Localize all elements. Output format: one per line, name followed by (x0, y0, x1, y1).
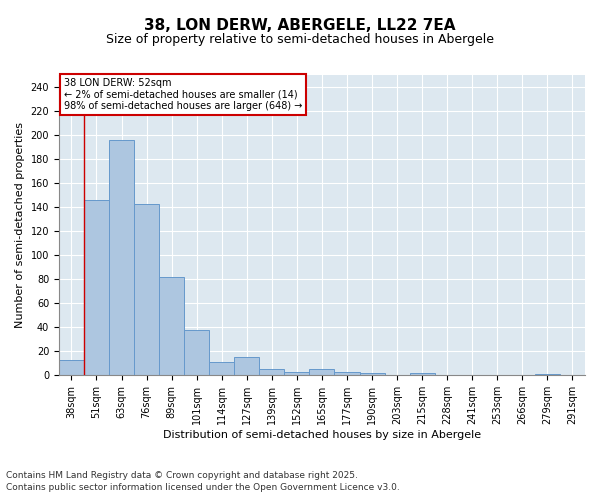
Bar (209, 362, 234, 376)
Y-axis label: Number of semi-detached properties: Number of semi-detached properties (15, 122, 25, 328)
Bar (184, 330, 209, 376)
Bar (310, 370, 334, 376)
Bar (59, 360, 84, 376)
Bar (134, 204, 159, 376)
Bar (159, 277, 184, 376)
Bar (234, 358, 259, 376)
X-axis label: Distribution of semi-detached houses by size in Abergele: Distribution of semi-detached houses by … (163, 430, 481, 440)
Bar (359, 373, 385, 376)
Bar (334, 372, 359, 376)
Text: Contains HM Land Registry data © Crown copyright and database right 2025.: Contains HM Land Registry data © Crown c… (6, 470, 358, 480)
Bar (109, 140, 134, 376)
Bar (410, 373, 434, 376)
Text: Contains public sector information licensed under the Open Government Licence v3: Contains public sector information licen… (6, 483, 400, 492)
Bar (284, 372, 310, 376)
Text: 38 LON DERW: 52sqm
← 2% of semi-detached houses are smaller (14)
98% of semi-det: 38 LON DERW: 52sqm ← 2% of semi-detached… (64, 78, 302, 111)
Text: 38, LON DERW, ABERGELE, LL22 7EA: 38, LON DERW, ABERGELE, LL22 7EA (144, 18, 456, 32)
Text: Size of property relative to semi-detached houses in Abergele: Size of property relative to semi-detach… (106, 32, 494, 46)
Bar (84, 200, 109, 376)
Bar (535, 374, 560, 376)
Bar (259, 370, 284, 376)
